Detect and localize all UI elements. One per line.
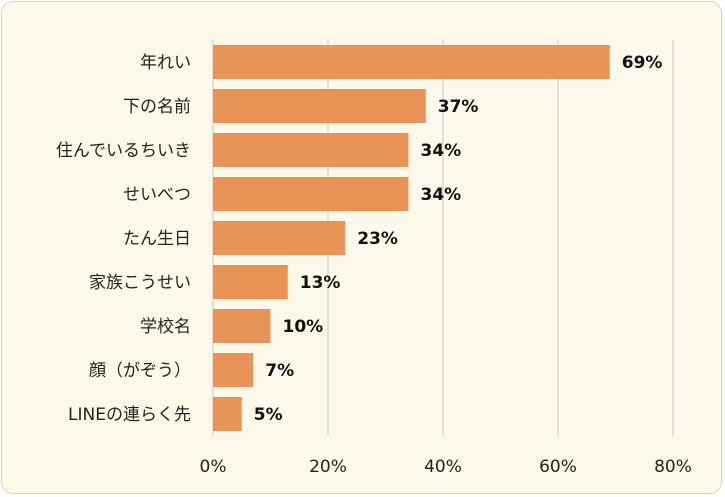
x-tick-label: 0% [200, 457, 227, 477]
bar [213, 133, 409, 167]
x-tick-label: 20% [309, 457, 347, 477]
bar [213, 89, 426, 123]
category-label: 年れい [140, 53, 191, 73]
bar [213, 265, 288, 299]
category-label: LINEの連らく先 [68, 405, 191, 425]
bar [213, 309, 271, 343]
labels: 0% 20% 40% 60% 80% 年れい 69% 下の名前 37% 住んでいるちいき 34% せい… [56, 53, 692, 477]
bar [213, 45, 610, 79]
category-label: 下の名前 [123, 97, 191, 117]
category-label: たん生日 [123, 229, 191, 249]
category-label: せいべつ [123, 185, 191, 205]
category-label: 家族こうせい [89, 273, 191, 293]
x-tick-label: 80% [654, 457, 692, 477]
category-label: 住んでいるちいき [56, 141, 191, 161]
x-tick-label: 60% [539, 457, 577, 477]
x-tick-label: 40% [424, 457, 462, 477]
data-label: 34% [421, 141, 462, 161]
data-label: 5% [254, 405, 283, 425]
category-label: 学校名 [140, 317, 191, 337]
bar [213, 353, 254, 387]
data-label: 23% [357, 229, 398, 249]
category-label: 顔（がぞう） [89, 361, 191, 381]
bars [213, 45, 610, 431]
bar [213, 177, 409, 211]
data-label: 13% [300, 273, 341, 293]
data-label: 10% [283, 317, 324, 337]
data-label: 69% [622, 53, 663, 73]
bar [213, 397, 242, 431]
data-label: 7% [265, 361, 294, 381]
data-label: 34% [421, 185, 462, 205]
data-label: 37% [438, 97, 479, 117]
bar [213, 221, 346, 255]
